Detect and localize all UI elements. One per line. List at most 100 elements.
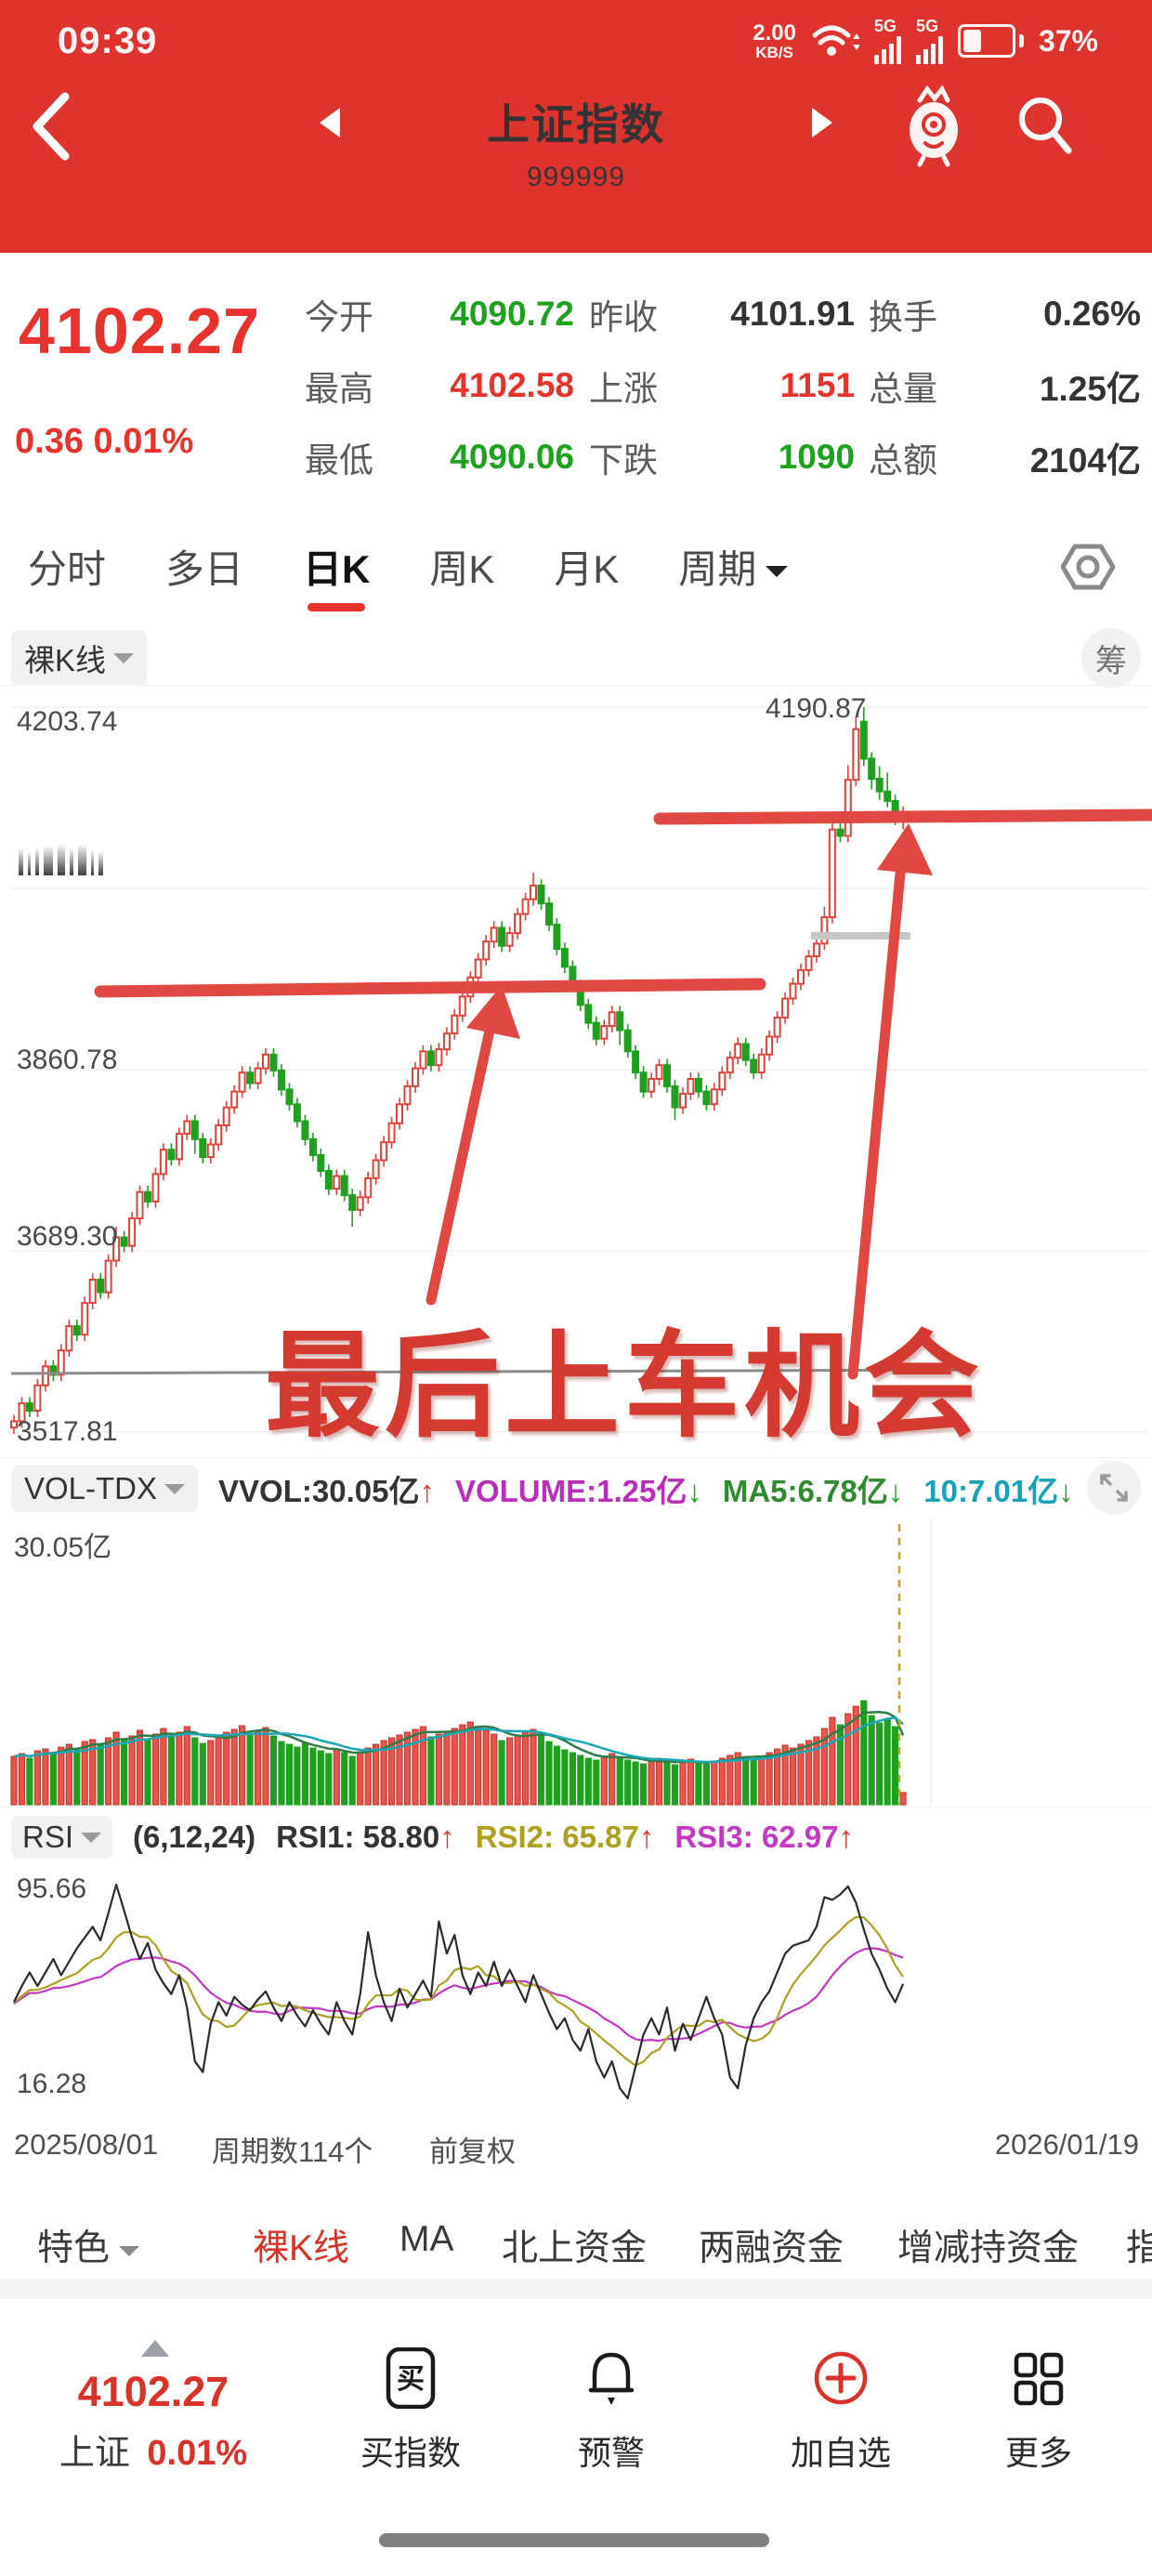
quote-cell: 上涨 1151: [589, 366, 855, 408]
quote-cell: 总额 2104亿: [869, 441, 1141, 480]
indicator-tab-增减持资金[interactable]: 增减持资金: [897, 2228, 1080, 2268]
volume-axis-max: 30.05亿: [14, 1532, 112, 1563]
rsi-params: (6,12,24): [133, 1820, 256, 1854]
tab-月K[interactable]: 月K: [554, 546, 620, 591]
rsi-canvas[interactable]: [0, 1866, 1152, 2111]
quote-cell: 总量 1.25亿: [869, 370, 1141, 408]
status-icons: 2.00 KB/S 5G 5G 37%: [753, 18, 1098, 64]
app-header: [0, 82, 1152, 253]
last-price: 4102.27: [19, 295, 261, 367]
clock: 09:39: [58, 20, 158, 61]
title-block: 上证指数 999999: [0, 91, 1152, 193]
kline-canvas: [9, 706, 1152, 1435]
volume-canvas[interactable]: [0, 1518, 1152, 1807]
chevron-down-icon: [766, 566, 789, 588]
legend-item: RSI3: 62.97↑: [674, 1820, 854, 1854]
tab-日K[interactable]: 日K: [303, 538, 370, 611]
axis-end-date: 2026/01/19: [994, 2128, 1139, 2161]
rsi-axis-min: 16.28: [17, 2069, 87, 2099]
y-axis-label: 3860.78: [17, 1045, 118, 1075]
rsi-indicator-dropdown[interactable]: RSI: [11, 1816, 113, 1859]
legend-item: MA5:6.78亿↓: [722, 1474, 904, 1508]
tab-多日[interactable]: 多日: [165, 546, 244, 591]
quote-cell: 下跌 1090: [589, 438, 855, 480]
chevron-down-icon: [164, 1484, 186, 1505]
kline-chart[interactable]: 4203.74 3860.78 3689.30 3517.81 4190.87 …: [0, 685, 1152, 1458]
y-axis-label: 4203.74: [17, 706, 118, 737]
nav-item-加自选[interactable]: 加自选: [766, 2347, 915, 2475]
nav-index-change: 上证 0.01%: [59, 2434, 248, 2473]
kline-style-dropdown[interactable]: 裸K线: [11, 630, 148, 686]
y-axis-label: 3517.81: [17, 1416, 118, 1447]
back-icon[interactable]: [24, 91, 80, 162]
quote-cell: 最低 4090.06: [305, 438, 574, 480]
status-bar: 09:39 2.00 KB/S 5G 5G 37: [0, 0, 1152, 82]
wifi-icon: [812, 25, 859, 56]
prev-stock-icon[interactable]: [320, 108, 340, 138]
nav-item-更多[interactable]: 更多: [964, 2347, 1113, 2475]
alert-bell-icon: [582, 2347, 641, 2413]
battery-icon: [957, 24, 1024, 58]
expand-quote-icon[interactable]: [141, 2340, 169, 2357]
nav-item-买指数[interactable]: 买买指数: [336, 2346, 485, 2475]
axis-adjust-mode: 前复权: [429, 2136, 516, 2168]
indicator-tab-两融资金[interactable]: 两融资金: [699, 2228, 844, 2268]
stock-code: 999999: [526, 162, 626, 192]
chip-distribution-button[interactable]: 筹: [1081, 628, 1141, 688]
chevron-down-icon: [119, 2245, 140, 2267]
axis-period-count: 周期数114个: [212, 2136, 373, 2168]
quote-cell: 今开 4090.72: [305, 295, 574, 336]
next-stock-icon[interactable]: [812, 108, 832, 138]
volume-indicator-bar: VOL-TDX VVOL:30.05亿↑ VOLUME:1.25亿↓ MA5:6.7…: [0, 1457, 1152, 1519]
more-grid-icon: [1009, 2347, 1068, 2413]
indicator-tab-指[interactable]: 指: [1126, 2228, 1152, 2268]
network-speed: 2.00 KB/S: [753, 20, 796, 61]
volume-legend: VVOL:30.05亿↑ VOLUME:1.25亿↓ MA5:6.78亿↓ 10:7.…: [198, 1466, 1074, 1511]
nav-item-预警[interactable]: 预警: [537, 2347, 686, 2475]
indicator-tab-北上资金[interactable]: 北上资金: [502, 2228, 648, 2268]
bottom-nav-bar: 4102.27 上证 0.01% 买买指数 预警 加自选 更多: [0, 2299, 1152, 2576]
legend-item: 10:7.01亿↓: [923, 1474, 1074, 1508]
buy-index-icon: 买: [381, 2346, 440, 2413]
tab-分时[interactable]: 分时: [28, 546, 107, 591]
quote-cell: 换手 0.26%: [869, 295, 1141, 336]
price-change: 0.36 0.01%: [15, 422, 194, 461]
rsi-legend: RSI1: 58.80↑ RSI2: 65.87↑ RSI3: 62.97↑: [255, 1820, 854, 1855]
battery-percent: 37%: [1038, 23, 1098, 58]
legend-item: VOLUME:1.25亿↓: [454, 1474, 702, 1508]
axis-start-date: 2025/08/01: [14, 2128, 159, 2161]
quote-cell: 最高 4102.58: [305, 366, 574, 408]
add-watchlist-icon: [811, 2347, 871, 2413]
separator: [0, 2279, 1152, 2299]
indicator-tab-MA[interactable]: MA: [399, 2219, 454, 2259]
x-axis-row: 2025/08/01 周期数114个 前复权 2026/01/19: [0, 2123, 1152, 2171]
quote-panel: 4102.27 0.36 0.01% 今开 4090.72 昨收 4101.91 换手 0…: [0, 253, 1152, 519]
fullscreen-icon[interactable]: [1087, 1461, 1141, 1515]
legend-item: RSI2: 65.87↑: [475, 1820, 655, 1854]
home-indicator[interactable]: [379, 2533, 769, 2547]
legend-item: VVOL:30.05亿↑: [218, 1474, 435, 1508]
chart-settings-icon[interactable]: [1061, 539, 1115, 595]
chevron-down-icon: [81, 1833, 102, 1853]
indicator-tab-特色[interactable]: 特色: [37, 2219, 140, 2271]
indicator-tab-裸K线[interactable]: 裸K线: [253, 2228, 350, 2268]
y-axis-label: 3689.30: [17, 1221, 118, 1252]
volume-indicator-dropdown[interactable]: VOL-TDX: [11, 1465, 199, 1512]
chevron-down-icon: [113, 653, 135, 674]
rsi-axis-max: 95.66: [17, 1873, 87, 1904]
annotation-text: 最后上车机会: [264, 1322, 985, 1451]
peak-price-label: 4190.87: [766, 693, 867, 724]
indicator-tab-bar: 特色 裸K线 MA 北上资金 两融资金 增减持资金 指: [0, 2201, 1152, 2279]
svg-text:买: 买: [397, 2364, 425, 2395]
search-icon[interactable]: [1015, 93, 1076, 158]
tab-周K[interactable]: 周K: [429, 546, 495, 591]
mascot-icon[interactable]: [897, 85, 970, 167]
cellular-signal-2: 5G: [915, 18, 943, 64]
nav-price[interactable]: 4102.27: [77, 2368, 229, 2415]
page-title: 上证指数: [487, 100, 665, 149]
cellular-signal-1: 5G: [873, 18, 901, 64]
period-tab-bar: 分时 多日 日K 周K 月K 周期: [0, 519, 1152, 613]
tab-周期[interactable]: 周期: [678, 538, 789, 595]
rsi-indicator-bar: RSI (6,12,24) RSI1: 58.80↑ RSI2: 65.87↑ RS…: [0, 1807, 1152, 1867]
